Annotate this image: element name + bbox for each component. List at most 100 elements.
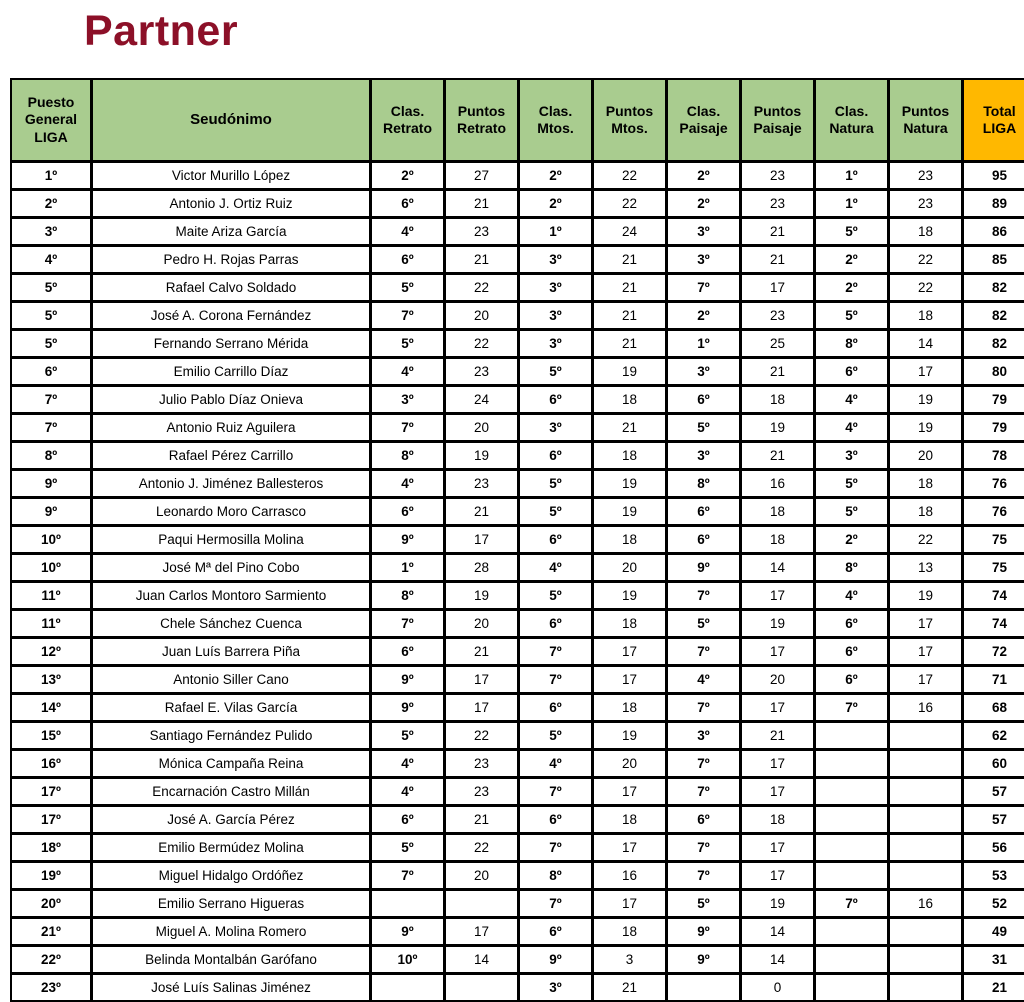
cell-puntos_paisaje: 19 xyxy=(741,414,814,441)
cell-clas_mtos: 5º xyxy=(519,358,592,385)
cell-total: 68 xyxy=(963,694,1024,721)
column-header-line: Puntos xyxy=(753,102,802,119)
cell-puntos_retrato xyxy=(445,890,518,917)
cell-rank: 7º xyxy=(11,386,91,413)
cell-puntos_retrato: 20 xyxy=(445,414,518,441)
cell-puntos_mtos: 21 xyxy=(593,330,666,357)
column-header-line: Seudónimo xyxy=(190,110,272,128)
cell-name: José A. García Pérez xyxy=(92,806,370,833)
cell-puntos_natura: 16 xyxy=(889,694,962,721)
cell-clas_paisaje: 3º xyxy=(667,246,740,273)
cell-total: 49 xyxy=(963,918,1024,945)
cell-rank: 11º xyxy=(11,582,91,609)
cell-clas_paisaje xyxy=(667,974,740,1001)
table-row: 17º Encarnación Castro Millán 4º 23 7º 17 7º 17… xyxy=(11,778,1024,805)
cell-clas_retrato: 7º xyxy=(371,610,444,637)
cell-clas_natura: 4º xyxy=(815,582,888,609)
cell-puntos_retrato: 22 xyxy=(445,330,518,357)
ranking-table-container: Puesto General LIGA Seudónimo Clas. Retrato Pu… xyxy=(10,78,1024,1002)
table-row: 5º José A. Corona Fernández 7º 20 3º 21 2º 23 5º… xyxy=(11,302,1024,329)
cell-name: Rafael Pérez Carrillo xyxy=(92,442,370,469)
cell-puntos_paisaje: 21 xyxy=(741,218,814,245)
cell-puntos_mtos: 18 xyxy=(593,442,666,469)
column-header-line: Retrato xyxy=(456,120,506,136)
cell-clas_paisaje: 2º xyxy=(667,190,740,217)
cell-clas_mtos: 6º xyxy=(519,526,592,553)
cell-name: Rafael E. Vilas García xyxy=(92,694,370,721)
cell-puntos_mtos: 21 xyxy=(593,274,666,301)
cell-puntos_natura: 19 xyxy=(889,414,962,441)
cell-clas_natura: 5º xyxy=(815,498,888,525)
cell-name: Encarnación Castro Millán xyxy=(92,778,370,805)
cell-clas_natura: 4º xyxy=(815,386,888,413)
cell-clas_mtos: 3º xyxy=(519,246,592,273)
ranking-table: Puesto General LIGA Seudónimo Clas. Retrato Pu… xyxy=(10,78,1024,1002)
cell-puntos_natura: 23 xyxy=(889,190,962,217)
table-row: 11º Chele Sánchez Cuenca 7º 20 6º 18 5º 19 6º 17 7… xyxy=(11,610,1024,637)
cell-name: Mónica Campaña Reina xyxy=(92,750,370,777)
cell-clas_natura: 7º xyxy=(815,694,888,721)
cell-clas_mtos: 3º xyxy=(519,414,592,441)
table-row: 11º Juan Carlos Montoro Sarmiento 8º 19 5º 19… xyxy=(11,582,1024,609)
column-header-line: Paisaje xyxy=(753,120,802,136)
cell-puntos_paisaje: 16 xyxy=(741,470,814,497)
cell-clas_paisaje: 5º xyxy=(667,890,740,917)
cell-rank: 3º xyxy=(11,218,91,245)
cell-puntos_paisaje: 23 xyxy=(741,162,814,189)
cell-rank: 11º xyxy=(11,610,91,637)
cell-total: 60 xyxy=(963,750,1024,777)
column-header-line: Clas. xyxy=(686,102,721,119)
cell-puntos_mtos: 17 xyxy=(593,890,666,917)
cell-clas_retrato: 1º xyxy=(371,554,444,581)
table-row: 21º Miguel A. Molina Romero 9º 17 6º 18 9º 14 49 xyxy=(11,918,1024,945)
cell-puntos_natura: 17 xyxy=(889,666,962,693)
cell-rank: 14º xyxy=(11,694,91,721)
cell-puntos_paisaje: 25 xyxy=(741,330,814,357)
cell-clas_retrato: 5º xyxy=(371,274,444,301)
cell-clas_natura: 3º xyxy=(815,442,888,469)
cell-clas_mtos: 7º xyxy=(519,778,592,805)
column-header-line: Natura xyxy=(903,120,948,136)
cell-puntos_retrato: 22 xyxy=(445,274,518,301)
cell-clas_retrato: 7º xyxy=(371,862,444,889)
cell-puntos_mtos: 17 xyxy=(593,638,666,665)
table-row: 7º Antonio Ruiz Aguilera 7º 20 3º 21 5º 19 4º 19 7… xyxy=(11,414,1024,441)
column-header-puntos_paisaje: Puntos Paisaje xyxy=(741,79,814,161)
cell-puntos_retrato: 17 xyxy=(445,666,518,693)
cell-puntos_natura xyxy=(889,806,962,833)
cell-name: Fernando Serrano Mérida xyxy=(92,330,370,357)
cell-name: Pedro H. Rojas Parras xyxy=(92,246,370,273)
cell-clas_mtos: 8º xyxy=(519,862,592,889)
cell-clas_retrato: 5º xyxy=(371,834,444,861)
column-header-line: Retrato xyxy=(382,120,432,136)
cell-puntos_retrato: 21 xyxy=(445,246,518,273)
cell-clas_retrato: 6º xyxy=(371,246,444,273)
cell-clas_natura: 1º xyxy=(815,162,888,189)
cell-puntos_paisaje: 14 xyxy=(741,554,814,581)
table-row: 9º Leonardo Moro Carrasco 6º 21 5º 19 6º 18 5º 18… xyxy=(11,498,1024,525)
cell-name: Miguel A. Molina Romero xyxy=(92,918,370,945)
cell-clas_mtos: 3º xyxy=(519,330,592,357)
cell-clas_paisaje: 9º xyxy=(667,918,740,945)
cell-puntos_retrato: 20 xyxy=(445,862,518,889)
cell-name: Miguel Hidalgo Ordóñez xyxy=(92,862,370,889)
cell-clas_retrato: 9º xyxy=(371,526,444,553)
cell-clas_paisaje: 6º xyxy=(667,386,740,413)
cell-puntos_mtos: 19 xyxy=(593,470,666,497)
cell-total: 76 xyxy=(963,470,1024,497)
cell-total: 86 xyxy=(963,218,1024,245)
cell-clas_paisaje: 9º xyxy=(667,946,740,973)
cell-puntos_retrato: 14 xyxy=(445,946,518,973)
cell-total: 31 xyxy=(963,946,1024,973)
cell-puntos_retrato xyxy=(445,974,518,1001)
table-row: 8º Rafael Pérez Carrillo 8º 19 6º 18 3º 21 3º 20 7… xyxy=(11,442,1024,469)
cell-total: 53 xyxy=(963,862,1024,889)
cell-total: 57 xyxy=(963,778,1024,805)
cell-puntos_paisaje: 17 xyxy=(741,582,814,609)
cell-puntos_natura: 16 xyxy=(889,890,962,917)
cell-puntos_retrato: 27 xyxy=(445,162,518,189)
table-row: 15º Santiago Fernández Pulido 5º 22 5º 19 3º 21… xyxy=(11,722,1024,749)
cell-clas_natura xyxy=(815,946,888,973)
cell-clas_mtos: 7º xyxy=(519,834,592,861)
